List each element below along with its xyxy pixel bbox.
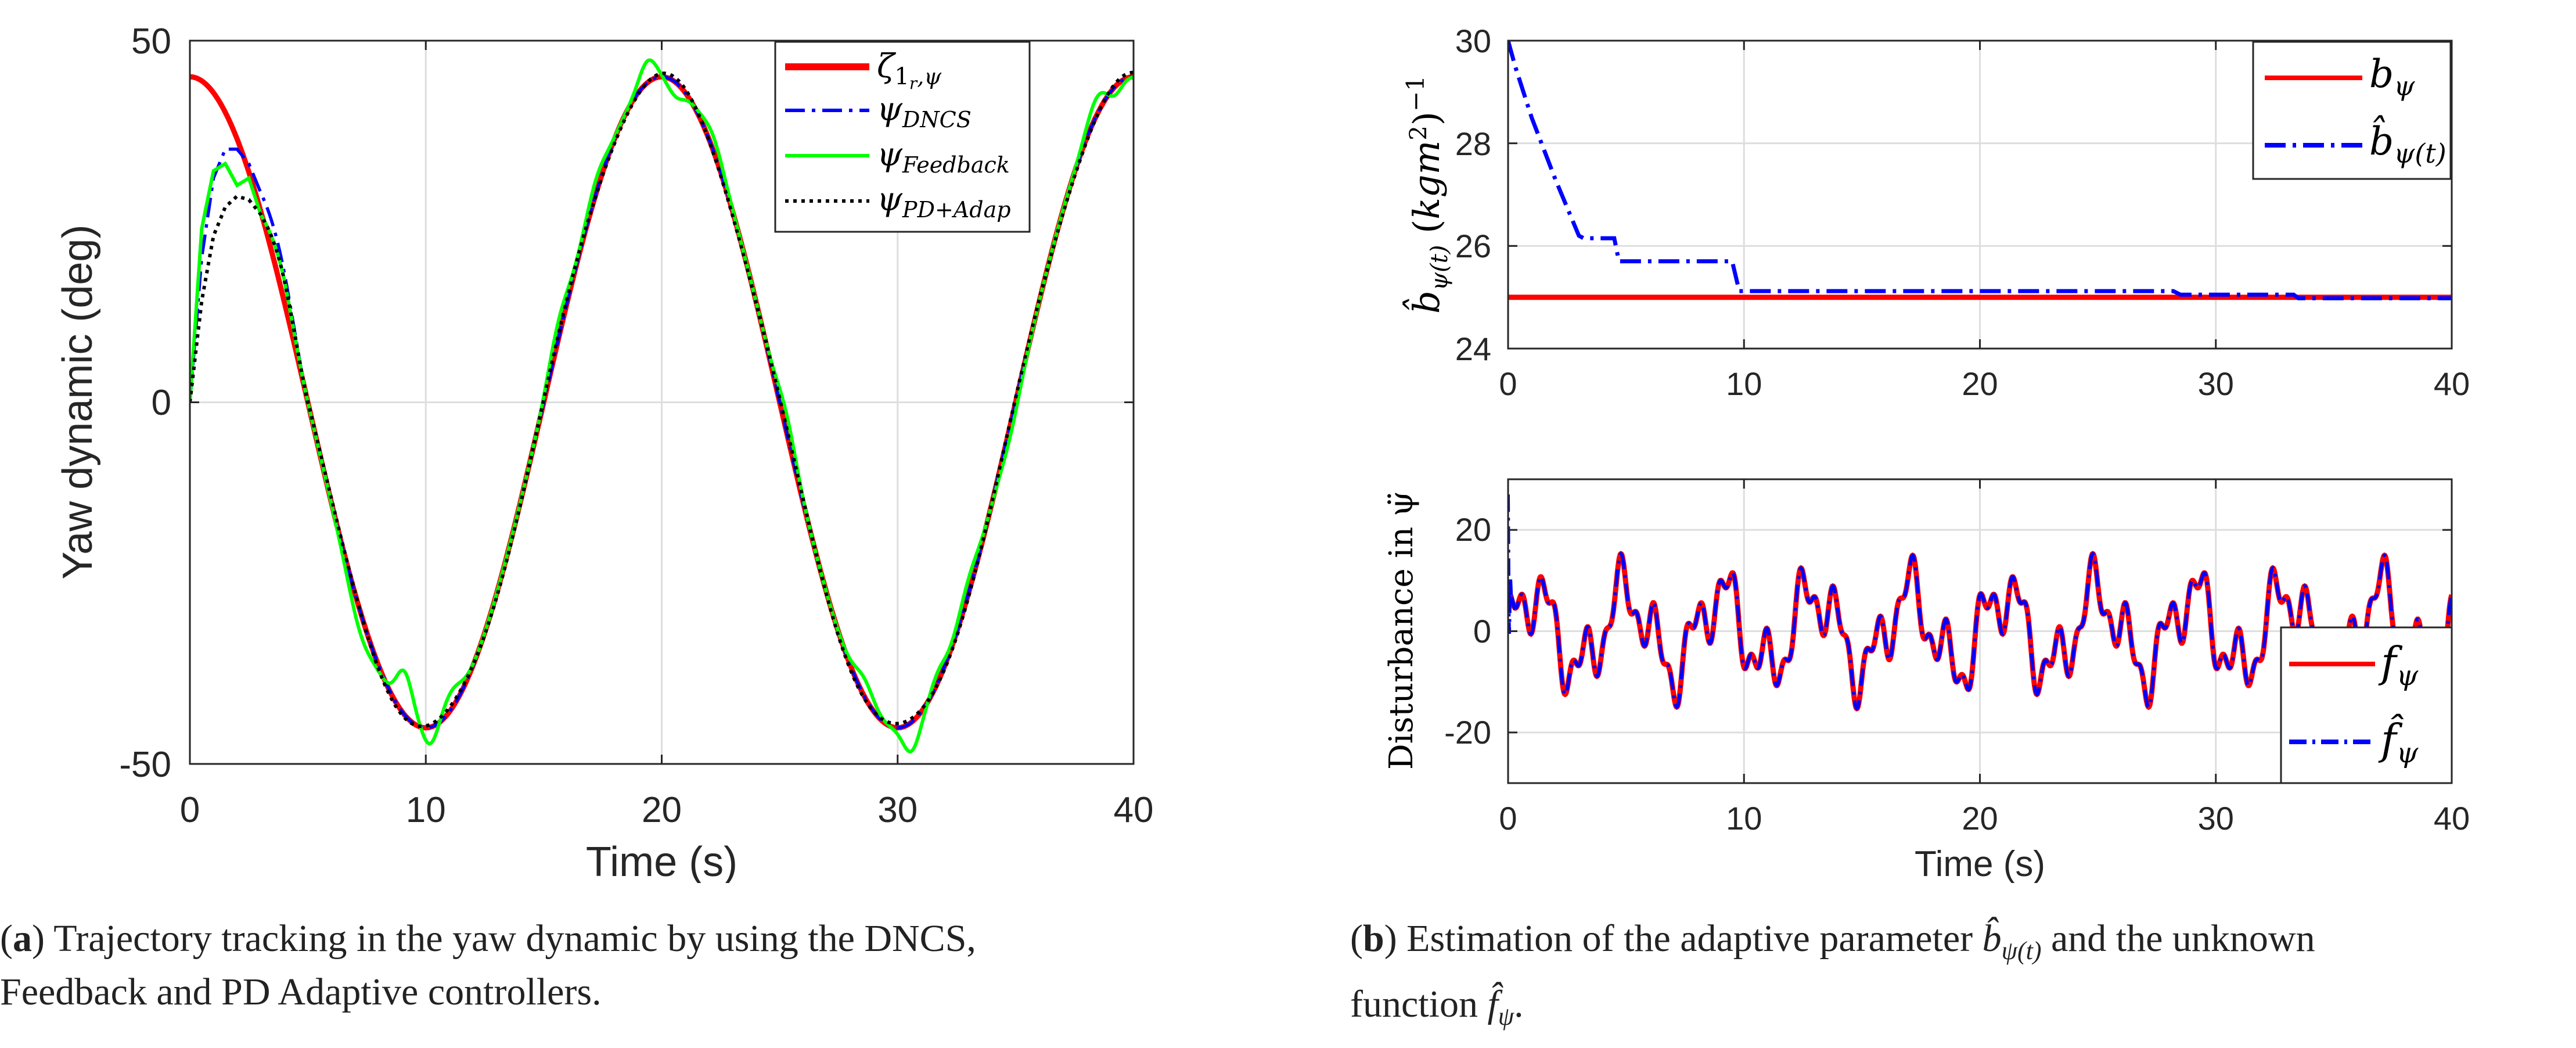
x-tick-label-a-4: 40 bbox=[1114, 790, 1154, 830]
x-tick-label-b-bottom-4: 40 bbox=[2434, 800, 2470, 837]
legend-a: ζ1r,ψ ψDNCS ψFeedback ψPD+Adap bbox=[774, 41, 1031, 233]
caption-b-text-2: function bbox=[1350, 983, 1488, 1026]
legend-label-f-psi-hat: f̂ψ bbox=[2378, 713, 2419, 769]
legend-label-f-psi: fψ bbox=[2378, 638, 2419, 692]
caption-a-text-1: ) Trajectory tracking in the yaw dynamic… bbox=[31, 917, 976, 960]
x-tick-label-a-3: 30 bbox=[877, 790, 918, 830]
caption-a-text-2: Feedback and PD Adaptive controllers. bbox=[0, 971, 602, 1013]
y-tick-label-b-bottom-1: 0 bbox=[1473, 613, 1491, 649]
legend-label-b-psi: bψ bbox=[2369, 52, 2415, 102]
ticks-b-top bbox=[1507, 40, 2453, 350]
legend-label-psi-feedback: ψFeedback bbox=[877, 136, 1010, 178]
figure-canvas: 0 10 20 30 40 -50 0 50 Time (s) Yaw dyna… bbox=[55, 21, 2470, 883]
caption-b-text-1: ) Estimation of the adaptive parameter bbox=[1384, 917, 1983, 960]
x-axis-label-b-bottom: Time (s) bbox=[1915, 844, 2045, 883]
x-axis-label-a: Time (s) bbox=[586, 839, 737, 883]
caption-b-label: b bbox=[1362, 917, 1384, 960]
x-tick-label-b-bottom-1: 10 bbox=[1726, 800, 1762, 837]
caption-b-symbol-b-hat: b̂ bbox=[1982, 917, 2002, 960]
y-axis-label-b-top: b̂ψ(t) (kgm2)−1 bbox=[1401, 76, 1453, 314]
caption-b-text-2b: . bbox=[1514, 983, 1524, 1026]
chart-panel-b-bottom: 0 10 20 30 40 -20 0 20 Time (s) Disturba… bbox=[1383, 478, 2470, 883]
y-tick-label-b-bottom-0: -20 bbox=[1444, 714, 1491, 751]
x-tick-label-b-top-4: 40 bbox=[2434, 365, 2470, 402]
legend-box-b-top bbox=[2252, 41, 2452, 180]
x-tick-label-a-2: 20 bbox=[642, 790, 682, 830]
x-tick-label-b-bottom-2: 20 bbox=[1962, 800, 1998, 837]
caption-a-label: a bbox=[12, 917, 32, 960]
chart-panel-a: 0 10 20 30 40 -50 0 50 Time (s) Yaw dyna… bbox=[55, 21, 1153, 883]
y-tick-label-b-bottom-2: 20 bbox=[1455, 511, 1491, 548]
x-tick-label-b-top-3: 30 bbox=[2198, 365, 2234, 402]
caption-b-symbol-f-hat: f̂ bbox=[1487, 983, 1498, 1026]
caption-b-symbol-b-sub: ψ(t) bbox=[2001, 936, 2042, 966]
y-tick-label-b-top-2: 28 bbox=[1455, 125, 1491, 162]
legend-b-top: bψ b̂ψ(t) bbox=[2252, 41, 2452, 180]
caption-b: (b) Estimation of the adaptive parameter… bbox=[1350, 912, 2575, 1043]
chart-panel-b-top: 0 10 20 30 40 24 26 28 30 b̂ψ(t) (kgm2)−… bbox=[1401, 23, 2470, 402]
y-axis-label-a: Yaw dynamic (deg) bbox=[55, 225, 101, 580]
legend-box-b-bottom bbox=[2280, 626, 2453, 784]
caption-a-line-2: Feedback and PD Adaptive controllers. bbox=[0, 966, 1278, 1019]
legend-label-zeta-ref: ζ1r,ψ bbox=[877, 48, 942, 93]
caption-a-line-1: (a) Trajectory tracking in the yaw dynam… bbox=[0, 917, 976, 960]
legend-label-psi-dncs: ψDNCS bbox=[877, 91, 972, 132]
x-tick-label-b-top-0: 0 bbox=[1499, 365, 1517, 402]
caption-b-text-1b: and the unknown bbox=[2041, 917, 2315, 960]
series-line-psi-feedback bbox=[190, 58, 1134, 753]
x-tick-label-b-top-2: 20 bbox=[1962, 365, 1998, 402]
caption-b-line-1: (b) Estimation of the adaptive parameter… bbox=[1350, 917, 2315, 966]
y-tick-label-b-top-3: 30 bbox=[1455, 23, 1491, 59]
x-tick-label-a-1: 10 bbox=[406, 790, 446, 830]
caption-b-line-2: function f̂ψ. bbox=[1350, 978, 2575, 1043]
x-tick-label-b-bottom-3: 30 bbox=[2198, 800, 2234, 837]
legend-b-bottom: fψ f̂ψ bbox=[2280, 626, 2453, 784]
series-line-psi-dncs bbox=[190, 75, 1134, 730]
y-tick-label-b-top-1: 26 bbox=[1455, 228, 1491, 264]
y-tick-label-a-2: 50 bbox=[131, 21, 171, 62]
y-tick-label-b-top-0: 24 bbox=[1455, 331, 1491, 367]
caption-a: (a) Trajectory tracking in the yaw dynam… bbox=[0, 912, 1278, 1019]
legend-label-b-psi-hat: b̂ψ(t) bbox=[2369, 116, 2447, 169]
y-tick-label-a-1: 0 bbox=[152, 383, 171, 423]
y-tick-label-a-0: -50 bbox=[119, 745, 171, 785]
series-line-b-psi-hat bbox=[1508, 41, 2452, 300]
y-axis-label-b-bottom: Disturbance in ψ̈ bbox=[1383, 491, 1420, 770]
x-tick-label-a-0: 0 bbox=[180, 790, 200, 830]
x-tick-label-b-bottom-0: 0 bbox=[1499, 800, 1517, 837]
legend-label-psi-pd-adap: ψPD+Adap bbox=[877, 181, 1011, 222]
caption-b-symbol-f-sub: ψ bbox=[1498, 1002, 1514, 1031]
x-tick-label-b-top-1: 10 bbox=[1726, 365, 1762, 402]
